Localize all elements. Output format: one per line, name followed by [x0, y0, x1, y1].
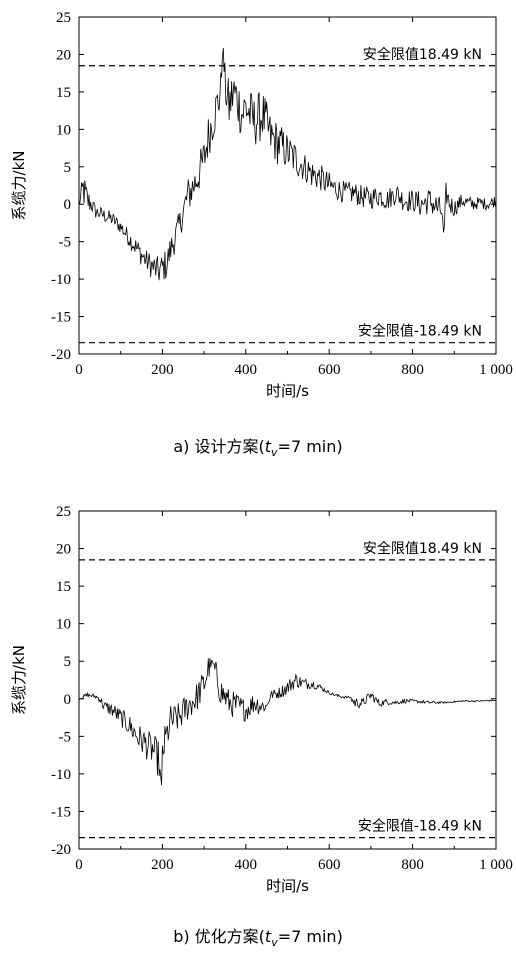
y-tick-label: 25 — [56, 504, 71, 520]
y-tick-label: 20 — [56, 47, 71, 63]
figure-caption: b) 优化方案(tv=7 min) — [173, 927, 343, 949]
x-axis-title: 时间/s — [266, 877, 309, 895]
y-tick-label: 20 — [56, 542, 71, 558]
x-tick-label: 400 — [235, 362, 258, 378]
y-axis-title: 系缆力/kN — [10, 151, 28, 221]
y-tick-label: 15 — [56, 579, 71, 595]
chart-panel-b: 0 200 400 600 800 1 000 -20 -15 -10 -5 0 5 10 15 20 25 时… — [10, 504, 513, 949]
y-tick-label: -5 — [59, 729, 72, 745]
y-tick-label: -5 — [59, 235, 72, 251]
y-tick-label: 0 — [64, 197, 72, 213]
y-tick-label: 10 — [56, 122, 71, 138]
x-tick-label: 600 — [318, 362, 341, 378]
y-tick-label: -20 — [51, 347, 71, 363]
safety-limit-label: 安全限值18.49 kN — [363, 540, 482, 557]
y-tick-label: -15 — [51, 310, 71, 326]
series-line — [78, 658, 497, 786]
y-tick-label: 10 — [56, 617, 71, 633]
x-tick-label: 0 — [75, 857, 83, 873]
y-tick-label: 5 — [64, 160, 72, 176]
y-tick-label: -15 — [51, 804, 71, 820]
plot-frame — [78, 16, 497, 355]
y-axis-title: 系缆力/kN — [10, 645, 28, 715]
y-tick-label: -10 — [51, 272, 71, 288]
x-tick-label: 200 — [151, 857, 174, 873]
plot-frame — [78, 510, 497, 850]
x-tick-label: 0 — [75, 362, 83, 378]
y-tick-label: 0 — [64, 692, 72, 708]
x-axis-title: 时间/s — [266, 382, 309, 400]
x-tick-label: 600 — [318, 857, 341, 873]
safety-limit-label: 安全限值-18.49 kN — [358, 323, 482, 340]
x-tick-label: 1 000 — [479, 857, 513, 873]
y-tick-label: -10 — [51, 767, 71, 783]
y-tick-label: 5 — [64, 654, 72, 670]
safety-limit-label: 安全限值-18.49 kN — [358, 818, 482, 835]
figure-caption: a) 设计方案(tv=7 min) — [173, 437, 342, 459]
y-tick-label: 25 — [56, 10, 71, 26]
x-tick-label: 400 — [235, 857, 258, 873]
chart-panel-a: 0 200 400 600 800 1 000 -20 -15 -10 -5 0 5 10 15 20 25 时… — [10, 10, 513, 459]
y-tick-label: 15 — [56, 85, 71, 101]
x-tick-label: 800 — [401, 857, 424, 873]
x-tick-label: 800 — [401, 362, 424, 378]
series-line — [78, 47, 497, 281]
x-tick-label: 200 — [151, 362, 174, 378]
x-tick-label: 1 000 — [479, 362, 513, 378]
safety-limit-label: 安全限值18.49 kN — [363, 46, 482, 63]
y-tick-label: -20 — [51, 842, 71, 858]
